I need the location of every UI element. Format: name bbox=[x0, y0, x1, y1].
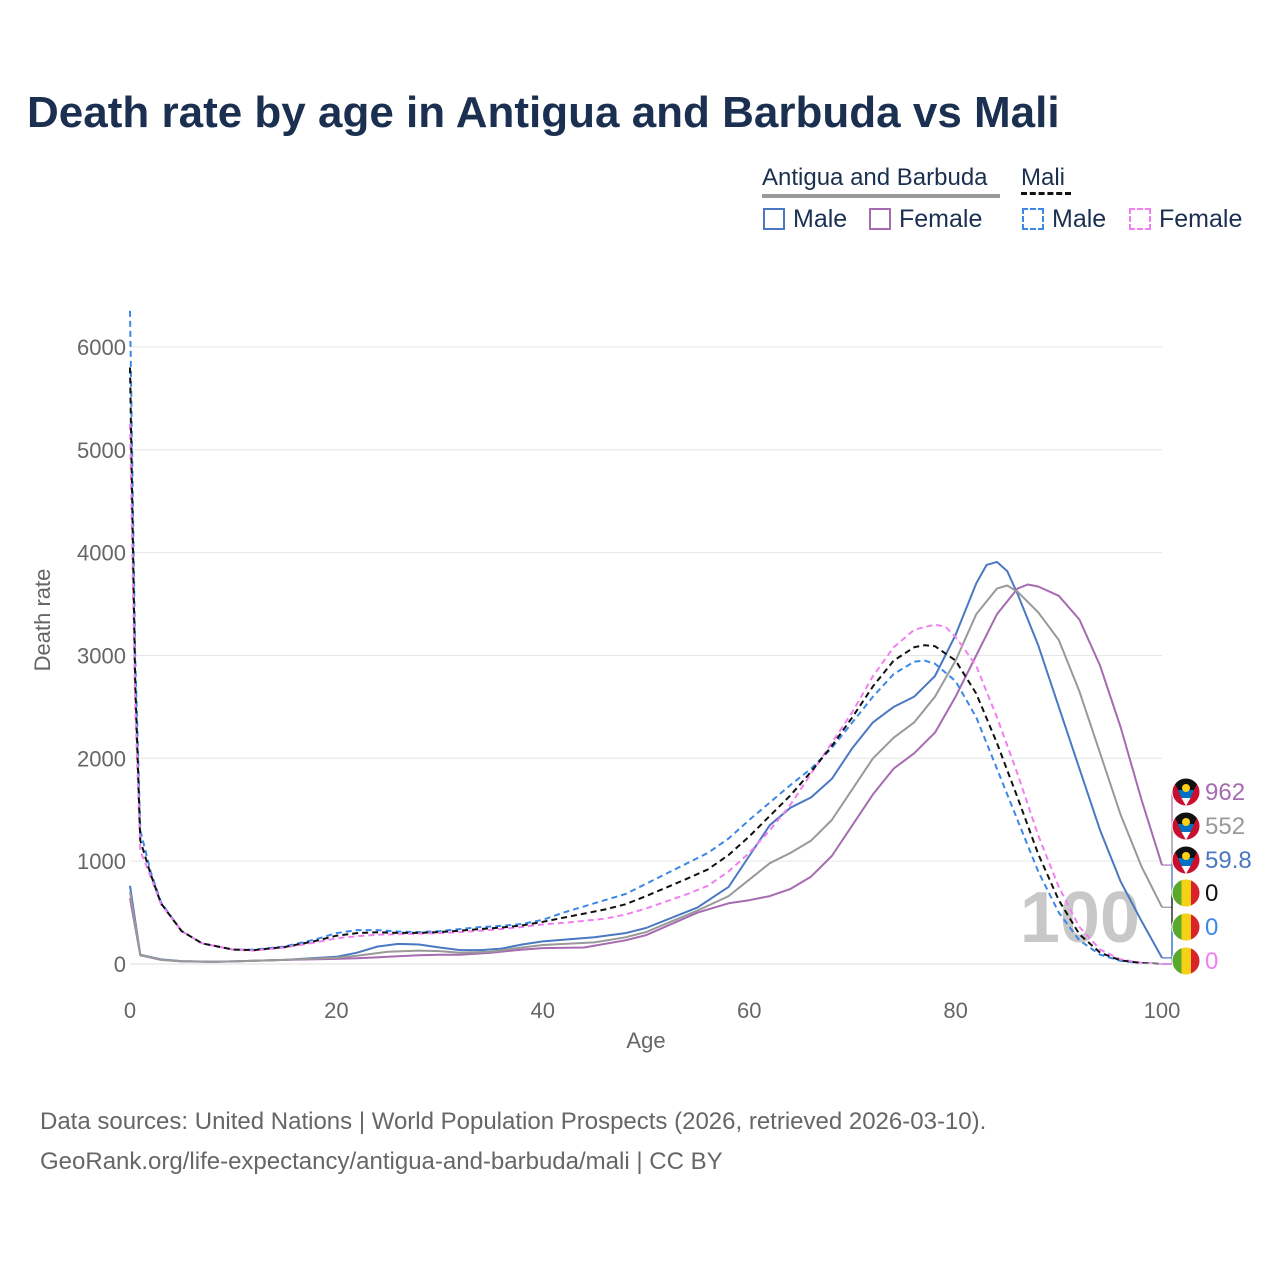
mali-flag-red bbox=[1191, 913, 1200, 941]
mali-flag-green bbox=[1172, 879, 1182, 907]
flag-ring bbox=[1171, 777, 1201, 807]
mali-flag-gold bbox=[1181, 879, 1191, 907]
antigua-and-barbuda-flag-icon bbox=[1172, 778, 1200, 806]
flag-ring bbox=[1171, 912, 1201, 942]
legend-male-ab-swatch bbox=[763, 208, 785, 230]
end-label-value: 0 bbox=[1205, 948, 1218, 975]
mali-flag-stripes bbox=[1172, 913, 1200, 941]
series-line-2 bbox=[129, 584, 1163, 963]
source-line-1: Data sources: United Nations | World Pop… bbox=[40, 1108, 987, 1135]
x-axis-label: Age bbox=[626, 1028, 665, 1053]
y-tick-label: 5000 bbox=[77, 438, 126, 463]
series-lines bbox=[129, 310, 1163, 965]
antigua-and-barbuda-flag-icon bbox=[1172, 812, 1200, 840]
antigua-flag-parts bbox=[1172, 846, 1200, 874]
legend-group-mali[interactable]: Mali bbox=[1021, 164, 1066, 191]
flag-ring bbox=[1171, 845, 1201, 875]
antigua-flag-blue bbox=[1178, 790, 1194, 798]
antigua-flag-white bbox=[1181, 866, 1191, 874]
legend-group-antigua[interactable]: Antigua and Barbuda bbox=[762, 164, 988, 191]
legend-female-ab-swatch bbox=[869, 208, 891, 230]
legend-male-ab[interactable]: Male bbox=[793, 205, 848, 233]
flag-ring bbox=[1171, 811, 1201, 841]
end-label-value: 0 bbox=[1205, 880, 1218, 907]
mali-flag-red bbox=[1191, 947, 1200, 975]
legend-group-mali-line bbox=[1021, 192, 1071, 195]
x-tick-label: 60 bbox=[737, 998, 761, 1023]
mali-flag-stripes bbox=[1172, 879, 1200, 907]
mali-flag-gold bbox=[1181, 947, 1191, 975]
mali-flag-icon bbox=[1172, 947, 1200, 975]
antigua-flag-blue bbox=[1178, 858, 1194, 866]
watermark: 100 bbox=[1020, 878, 1140, 958]
legend-male-mali[interactable]: Male bbox=[1052, 205, 1107, 233]
legend-male-mali-swatch bbox=[1022, 208, 1044, 230]
mali-flag-gold bbox=[1181, 913, 1191, 941]
axes: 0 1000 2000 3000 4000 5000 6000 0 20 40 60 80 100 Age… bbox=[30, 335, 1180, 1053]
end-label-value: 59.8 bbox=[1205, 847, 1252, 874]
series-line-0 bbox=[129, 560, 1163, 963]
mali-flag-icon bbox=[1172, 879, 1200, 907]
y-tick-label: 6000 bbox=[77, 335, 126, 360]
antigua-flag-parts bbox=[1172, 778, 1200, 806]
x-tick-label: 0 bbox=[124, 998, 136, 1023]
antigua-flag-white bbox=[1181, 832, 1191, 840]
legend-female-ab[interactable]: Female bbox=[899, 205, 983, 233]
flag-ring bbox=[1171, 878, 1201, 908]
series-line-5 bbox=[129, 367, 1163, 965]
antigua-flag-parts bbox=[1172, 812, 1200, 840]
end-label-value: 552 bbox=[1205, 813, 1245, 840]
y-axis-label: Death rate bbox=[30, 569, 55, 672]
x-tick-label: 100 bbox=[1144, 998, 1181, 1023]
year-watermark: 100 bbox=[1020, 878, 1140, 958]
end-label-value: 962 bbox=[1205, 779, 1245, 806]
antigua-and-barbuda-flag-icon bbox=[1172, 846, 1200, 874]
antigua-flag-blue bbox=[1178, 824, 1194, 832]
source-line-2[interactable]: GeoRank.org/life-expectancy/antigua-and-… bbox=[40, 1148, 723, 1175]
series-line-4 bbox=[129, 423, 1163, 965]
mali-flag-stripes bbox=[1172, 947, 1200, 975]
series-line-1 bbox=[129, 583, 1163, 963]
x-tick-label: 80 bbox=[943, 998, 967, 1023]
mali-flag-icon bbox=[1172, 913, 1200, 941]
y-tick-label: 3000 bbox=[77, 643, 126, 668]
legend-group-antigua-line bbox=[762, 194, 1000, 198]
x-tick-label: 40 bbox=[531, 998, 555, 1023]
antigua-flag-sun bbox=[1182, 852, 1190, 860]
end-label-value: 0 bbox=[1205, 914, 1218, 941]
mali-flag-green bbox=[1172, 913, 1182, 941]
chart-title: Death rate by age in Antigua and Barbuda… bbox=[27, 88, 1060, 137]
mali-flag-red bbox=[1191, 879, 1200, 907]
antigua-flag-sun bbox=[1182, 784, 1190, 792]
y-tick-label: 2000 bbox=[77, 746, 126, 771]
y-tick-label: 4000 bbox=[77, 541, 126, 566]
grid-lines bbox=[130, 346, 1162, 862]
flag-ring bbox=[1171, 946, 1201, 976]
x-tick-label: 20 bbox=[324, 998, 348, 1023]
y-tick-label: 1000 bbox=[77, 849, 126, 874]
legend-female-mali-swatch bbox=[1129, 208, 1151, 230]
legend-female-mali[interactable]: Female bbox=[1159, 205, 1243, 233]
y-tick-label: 0 bbox=[114, 952, 126, 977]
antigua-flag-white bbox=[1181, 798, 1191, 806]
end-labels: 962 552 59.8 0 0 0 bbox=[1162, 777, 1252, 976]
series-line-3 bbox=[129, 310, 1163, 965]
mali-flag-green bbox=[1172, 947, 1182, 975]
antigua-flag-sun bbox=[1182, 818, 1190, 826]
